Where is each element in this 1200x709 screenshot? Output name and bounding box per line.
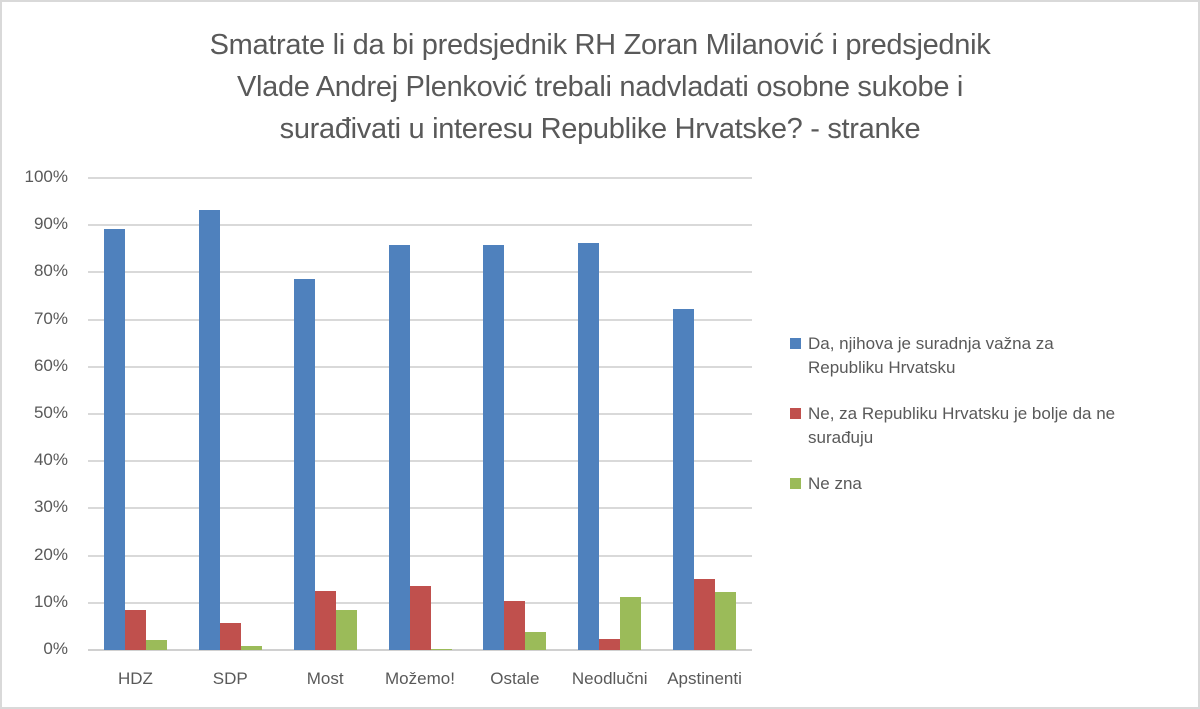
legend-swatch-ne [790, 408, 801, 419]
bar-most-series-1 [293, 278, 315, 650]
gridline [88, 318, 752, 321]
bar-moemo-series-3 [430, 648, 452, 650]
legend-item-ne: Ne, za Republiku Hrvatsku je bolje da ne… [788, 402, 1188, 450]
bar-hdz-series-3 [145, 639, 167, 650]
gridline [88, 507, 752, 510]
legend-label-ne-line-1: Ne, za Republiku Hrvatsku je bolje da ne [808, 404, 1116, 423]
y-tick-label: 100% [24, 167, 68, 186]
bar-apstinenti-series-3 [715, 591, 737, 650]
y-tick-label: 10% [33, 591, 68, 611]
bar-moemo-series-2 [409, 586, 431, 650]
gridline [88, 224, 752, 227]
bar-neodluni-series-1 [578, 243, 600, 650]
x-tick-label: Apstinenti [667, 669, 742, 688]
y-tick-label: 20% [33, 544, 68, 564]
legend-swatch-ne-zna [790, 478, 801, 489]
bar-neodluni-series-2 [599, 639, 621, 650]
x-tick-label: Neodlučni [571, 669, 648, 688]
legend-item-da: Da, njihova je suradnja važna za Republi… [788, 332, 1188, 380]
chart-title: Smatrate li da bi predsjednik RH Zoran M… [120, 24, 1080, 150]
bar-hdz-series-2 [124, 609, 146, 650]
bar-sdp-series-2 [219, 622, 241, 650]
legend-label-ne-line-2: surađuju [808, 428, 874, 447]
bar-sdp-series-3 [240, 645, 262, 650]
x-tick-label: SDP [212, 669, 248, 688]
x-tick-label: Možemo! [385, 669, 455, 688]
legend-label-da-line-1: Da, njihova je suradnja važna za [808, 334, 1054, 353]
x-tick-label: Ostale [490, 669, 540, 688]
chart-title-line-1: Smatrate li da bi predsjednik RH Zoran M… [209, 29, 991, 61]
y-tick-label: 80% [33, 261, 68, 281]
bar-ostale-series-1 [483, 245, 505, 650]
y-tick-label: 40% [33, 450, 68, 470]
gridline [88, 271, 752, 274]
bar-moemo-series-1 [388, 244, 410, 650]
y-tick-label: 70% [33, 308, 68, 328]
bar-ostale-series-3 [525, 632, 547, 650]
bar-sdp-series-1 [198, 210, 220, 650]
gridline [88, 365, 752, 368]
bar-most-series-3 [335, 609, 357, 650]
bar-neodluni-series-3 [620, 596, 642, 650]
bar-ostale-series-2 [504, 600, 526, 650]
y-tick-label: 60% [33, 355, 68, 375]
gridline [88, 554, 752, 557]
x-tick-label: HDZ [117, 669, 153, 688]
x-tick-label: Most [306, 669, 344, 688]
y-tick-label: 90% [33, 214, 68, 234]
gridline [88, 413, 752, 415]
legend-label-ne-zna: Ne zna [808, 474, 862, 493]
legend-item-ne-zna: Ne zna [788, 472, 1188, 496]
y-tick-label: 30% [33, 497, 68, 517]
bar-apstinenti-series-2 [694, 578, 716, 650]
bar-most-series-2 [314, 590, 336, 650]
gridline [88, 177, 752, 179]
bar-apstinenti-series-1 [673, 309, 695, 650]
legend-swatch-da [790, 338, 801, 349]
gridline [88, 460, 752, 463]
y-tick-label: 50% [33, 403, 68, 422]
legend: Da, njihova je suradnja važna za Republi… [788, 332, 1188, 518]
x-axis-line [88, 649, 752, 651]
bar-hdz-series-1 [103, 229, 125, 650]
y-tick-label: 0% [43, 639, 68, 658]
chart-title-line-2: Vlade Andrej Plenković trebali nadvladat… [236, 71, 964, 103]
legend-label-da-line-2: Republiku Hrvatsku [808, 358, 956, 377]
chart-title-line-3: surađivati u interesu Republike Hrvatske… [279, 113, 921, 145]
